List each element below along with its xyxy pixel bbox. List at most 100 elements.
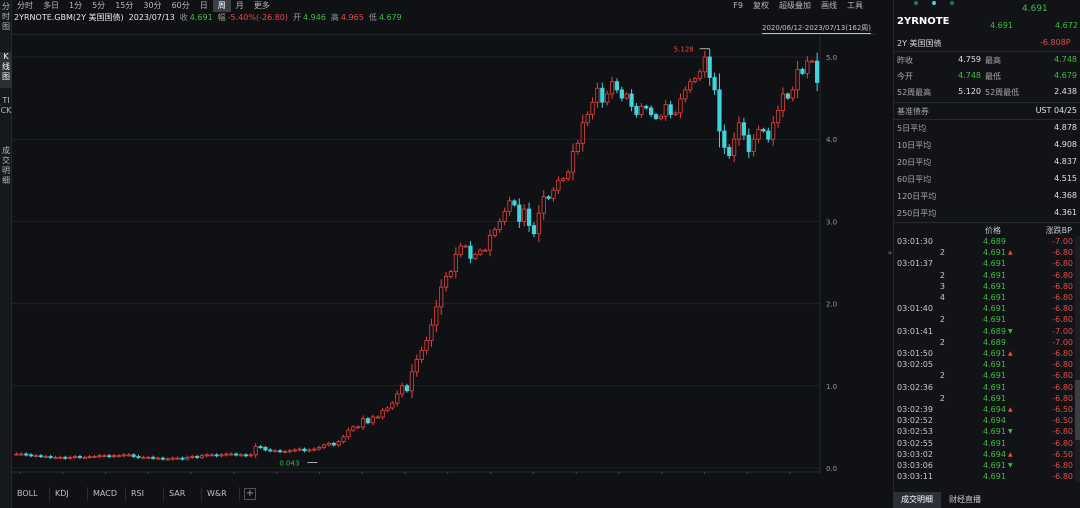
period-60min[interactable]: 60分	[171, 1, 190, 10]
y-tick-label: 0.0	[826, 465, 837, 473]
tools-button[interactable]: 工具	[847, 1, 863, 10]
panel-page-dots	[914, 1, 954, 5]
period-multiday[interactable]: 多日	[43, 1, 59, 10]
tick-time: 03:03:06	[897, 461, 933, 470]
period-month[interactable]: 月	[235, 1, 244, 10]
tab-trade-details[interactable]: 成交明细	[2, 146, 10, 185]
page-dot-icon[interactable]	[914, 1, 918, 5]
candle-body	[507, 200, 512, 212]
indicator-tabs: BOLL KDJ MACD RSI SAR W&R +	[12, 487, 876, 501]
candle-body	[141, 456, 146, 459]
tab-tick[interactable]: TICK	[0, 96, 12, 115]
f9-button[interactable]: F9	[733, 1, 743, 10]
indicator-boll[interactable]: BOLL	[12, 487, 50, 501]
candle-body	[810, 60, 815, 63]
period-toolbar: 分时 多日 1分 5分 15分 30分 60分 日 周 月 更多 F9 复权 超…	[12, 0, 888, 12]
draw-line-button[interactable]: 画线	[821, 1, 837, 10]
period-week[interactable]: 周	[212, 0, 231, 12]
candle-body	[619, 89, 624, 99]
candle-body	[263, 447, 268, 451]
ma-value: 4.368	[1054, 191, 1077, 200]
quote-row: 52周最高 5.120 52周最低 2.438	[897, 87, 1077, 103]
stat-value: 4.748	[1054, 55, 1077, 64]
candle-body	[639, 105, 644, 115]
tick-time: 3	[939, 281, 945, 291]
period-more[interactable]: 更多	[253, 1, 270, 10]
page-dot-icon[interactable]	[950, 1, 954, 5]
indicator-kdj[interactable]: KDJ	[50, 487, 88, 501]
candle-body	[531, 225, 537, 235]
arrow-up-icon: ▲	[1008, 450, 1013, 458]
period-day[interactable]: 日	[199, 1, 208, 10]
indicator-wr[interactable]: W&R	[202, 487, 240, 501]
vertical-tab-strip: 分时图 K线图 TICK 成交明细	[0, 0, 12, 508]
candlestick-chart[interactable]: 0.01.02.03.04.05.05.1280.04320-0620-0820…	[12, 34, 876, 474]
tick-bp: -6.80	[1052, 393, 1073, 403]
divider	[893, 222, 1080, 223]
indicator-macd[interactable]: MACD	[88, 487, 126, 501]
tick-scrollbar-thumb[interactable]	[1075, 380, 1080, 440]
arrow-down-icon: ▼	[1008, 327, 1013, 335]
adjust-button[interactable]: 复权	[753, 1, 769, 10]
overlay-button[interactable]: 超级叠加	[779, 1, 811, 10]
tick-time: 03:02:53	[897, 427, 933, 437]
quote-symbol: 2YRNOTE	[897, 16, 950, 27]
tick-time: 2	[939, 315, 945, 325]
candle-body	[434, 306, 439, 326]
candle-body	[736, 122, 742, 140]
candle-body	[111, 455, 117, 458]
y-tick-label: 1.0	[826, 383, 837, 391]
candle-body	[404, 385, 410, 392]
candle-body	[585, 114, 590, 124]
period-intraday[interactable]: 分时	[17, 1, 33, 10]
candle-body	[302, 448, 307, 452]
tick-row: 03:02:05 4.691 -6.80	[893, 359, 1073, 370]
candle-body	[253, 446, 258, 456]
candle-body	[19, 453, 24, 456]
candle-body	[82, 456, 87, 459]
last-price: 4.691	[1022, 4, 1048, 14]
tick-price: 4.691	[983, 472, 1006, 482]
tick-row: 4 4.691 -6.80	[893, 292, 1073, 303]
tick-bp: -6.80	[1052, 293, 1073, 302]
period-15min[interactable]: 15分	[115, 1, 134, 10]
candle-body	[24, 453, 29, 456]
tick-bp: -6.80	[1052, 472, 1073, 482]
divider	[893, 119, 1080, 120]
tick-scrollbar[interactable]	[1075, 236, 1080, 482]
tab-finance-live[interactable]: 财经直播	[949, 495, 981, 504]
stat-value: 4.759	[958, 55, 981, 64]
add-indicator-icon[interactable]: +	[244, 488, 256, 500]
indicator-sar[interactable]: SAR	[164, 487, 202, 501]
tab-intraday[interactable]: 分时图	[2, 2, 10, 31]
collapse-panel-icon[interactable]: »	[887, 249, 893, 257]
tick-table-header: 价格 涨跌BP	[893, 225, 1080, 236]
bar-date: 2023/07/13	[128, 13, 175, 22]
candle-body	[194, 456, 200, 458]
period-5min[interactable]: 5分	[92, 1, 106, 10]
tick-bp: -6.50	[1052, 449, 1073, 459]
page-dot-icon[interactable]	[932, 1, 936, 5]
max-price-label: 5.128	[674, 45, 694, 53]
open-value: 4.946	[303, 13, 326, 22]
tick-bp: -7.00	[1052, 237, 1073, 246]
tick-price: 4.694	[983, 405, 1006, 414]
candle-body	[97, 455, 102, 458]
candle-body	[170, 457, 175, 460]
tick-bp: -7.00	[1052, 337, 1073, 347]
candle-body	[204, 454, 209, 457]
candle-body	[678, 98, 683, 114]
indicator-rsi[interactable]: RSI	[126, 487, 164, 501]
tab-kline[interactable]: K线图	[0, 52, 12, 88]
tab-trade-details-bottom[interactable]: 成交明细	[893, 492, 941, 508]
benchmark-value: UST 04/25	[1035, 106, 1077, 115]
period-1min[interactable]: 1分	[69, 1, 83, 10]
period-30min[interactable]: 30分	[143, 1, 162, 10]
candle-body	[351, 426, 356, 431]
date-range-label: 2020/06/12-2023/07/13(162周)	[762, 24, 872, 34]
candle-body	[38, 455, 43, 458]
candle-body	[746, 134, 751, 152]
candle-body	[400, 385, 405, 395]
candle-body	[360, 418, 366, 428]
open-label: 开	[293, 13, 302, 22]
